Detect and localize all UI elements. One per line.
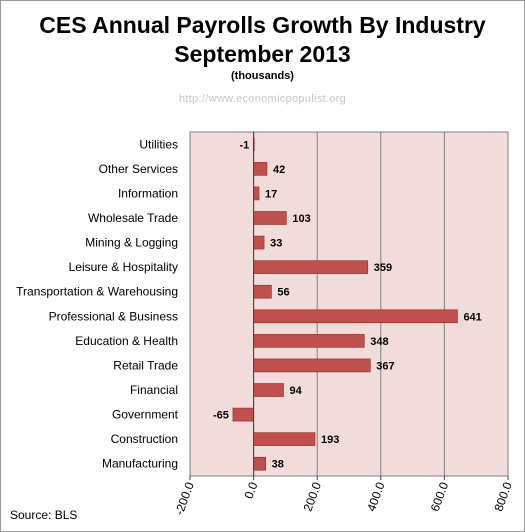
data-label: 17 <box>265 188 277 200</box>
tick-label: -200.0 <box>172 480 197 517</box>
category-label: Retail Trade <box>113 358 178 372</box>
category-label: Mining & Logging <box>85 236 178 250</box>
tick-label: 0.0 <box>242 480 261 501</box>
data-label: 193 <box>321 434 339 446</box>
category-label: Education & Health <box>75 334 178 348</box>
tick-label: 800.0 <box>491 480 515 513</box>
data-labels: -1 42 17 103 33 359 56 641 348 367 94 -65 193 38 <box>213 139 482 470</box>
data-label: 38 <box>272 459 284 471</box>
category-label: Other Services <box>99 162 178 176</box>
bar <box>232 407 254 422</box>
category-label: Government <box>112 408 179 422</box>
category-label: Wholesale Trade <box>88 211 178 225</box>
bar <box>253 186 260 201</box>
tick-label: 400.0 <box>364 480 388 513</box>
bar <box>253 432 316 446</box>
category-label: Utilities <box>139 137 178 151</box>
category-label: Professional & Business <box>49 309 178 323</box>
watermark-url: http://www.economicpopulist.org <box>178 93 347 105</box>
bar <box>253 235 265 250</box>
data-label: 359 <box>374 262 392 274</box>
bar <box>253 309 458 324</box>
category-label: Financial <box>130 383 178 397</box>
bar <box>253 284 272 299</box>
plot-area <box>189 131 509 477</box>
bar <box>253 162 268 176</box>
bar <box>253 383 284 397</box>
data-label: -65 <box>213 410 229 422</box>
bar <box>253 260 369 274</box>
data-label: 42 <box>273 164 285 176</box>
x-axis-ticks: -200.0 0.0 200.0 400.0 600.0 800.0 <box>172 476 515 517</box>
data-label: 56 <box>277 287 289 299</box>
data-label: 33 <box>270 238 282 250</box>
category-label: Information <box>118 186 178 200</box>
data-label: 641 <box>463 311 481 323</box>
tick-label: 600.0 <box>428 480 452 513</box>
bars <box>232 137 458 471</box>
data-label: -1 <box>240 139 250 151</box>
category-label: Leisure & Hospitality <box>69 260 178 274</box>
category-label: Construction <box>111 432 178 446</box>
bar <box>253 358 371 373</box>
data-label: 94 <box>289 385 302 397</box>
category-label: Manufacturing <box>102 457 178 471</box>
bar <box>253 334 365 348</box>
chart-title: CES Annual Payrolls Growth By Industry <box>39 12 486 38</box>
data-label: 348 <box>370 336 388 348</box>
chart-title-date: September 2013 <box>174 41 351 67</box>
data-label: 367 <box>376 360 394 372</box>
category-label: Transportation & Warehousing <box>16 285 178 299</box>
data-label: 103 <box>292 213 310 225</box>
category-labels: Utilities Other Services Information Wholes… <box>16 137 179 470</box>
bar <box>253 456 266 471</box>
chart-units: (thousands) <box>231 70 294 82</box>
source-note: Source: BLS <box>10 508 78 522</box>
bar <box>253 211 287 225</box>
tick-label: 200.0 <box>301 480 325 513</box>
